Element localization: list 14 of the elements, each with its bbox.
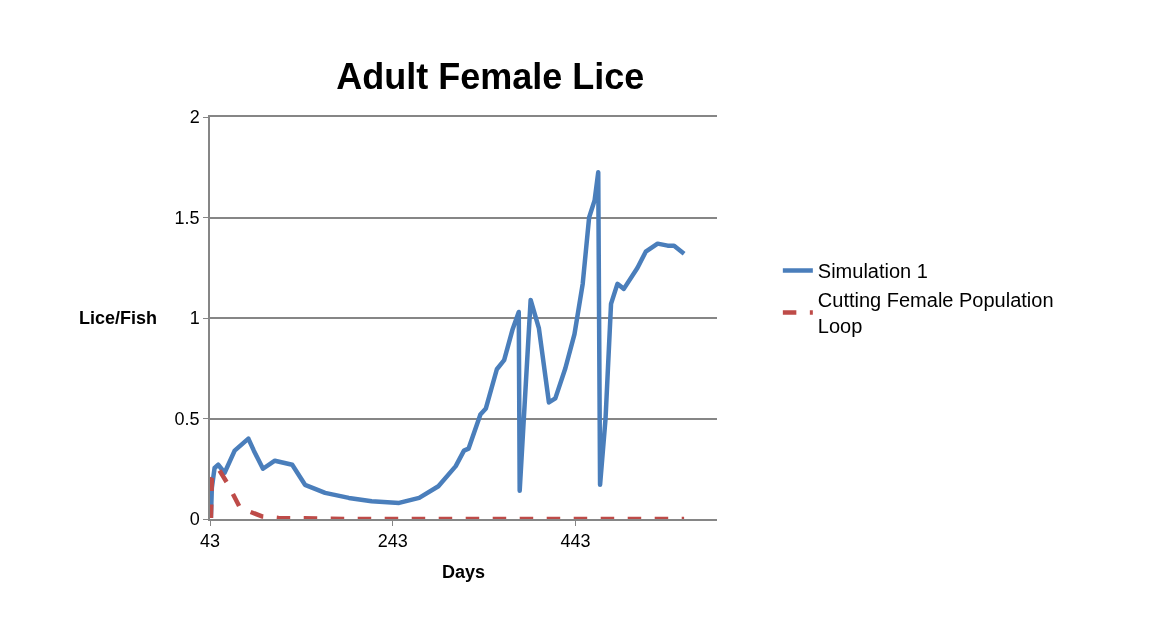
line-series (210, 466, 687, 519)
x-tick-label: 443 (560, 531, 591, 552)
x-tick-label: 243 (377, 531, 408, 552)
x-axis-title: Days (441, 561, 486, 582)
y-tick-label: 1.5 (174, 207, 200, 228)
y-tick-label: 2 (189, 107, 200, 128)
chart-title: Adult Female Lice (336, 56, 645, 98)
y-tick-label: 0 (189, 509, 200, 530)
x-tick-label: 43 (199, 531, 221, 552)
legend-label: Simulation 1 (817, 260, 928, 283)
legend-label: Cutting Female Population Loop (817, 289, 1054, 338)
y-tick-label: 0.5 (174, 408, 200, 429)
y-tick-label: 1 (189, 308, 200, 329)
y-axis-title: Lice/Fish (79, 308, 158, 328)
